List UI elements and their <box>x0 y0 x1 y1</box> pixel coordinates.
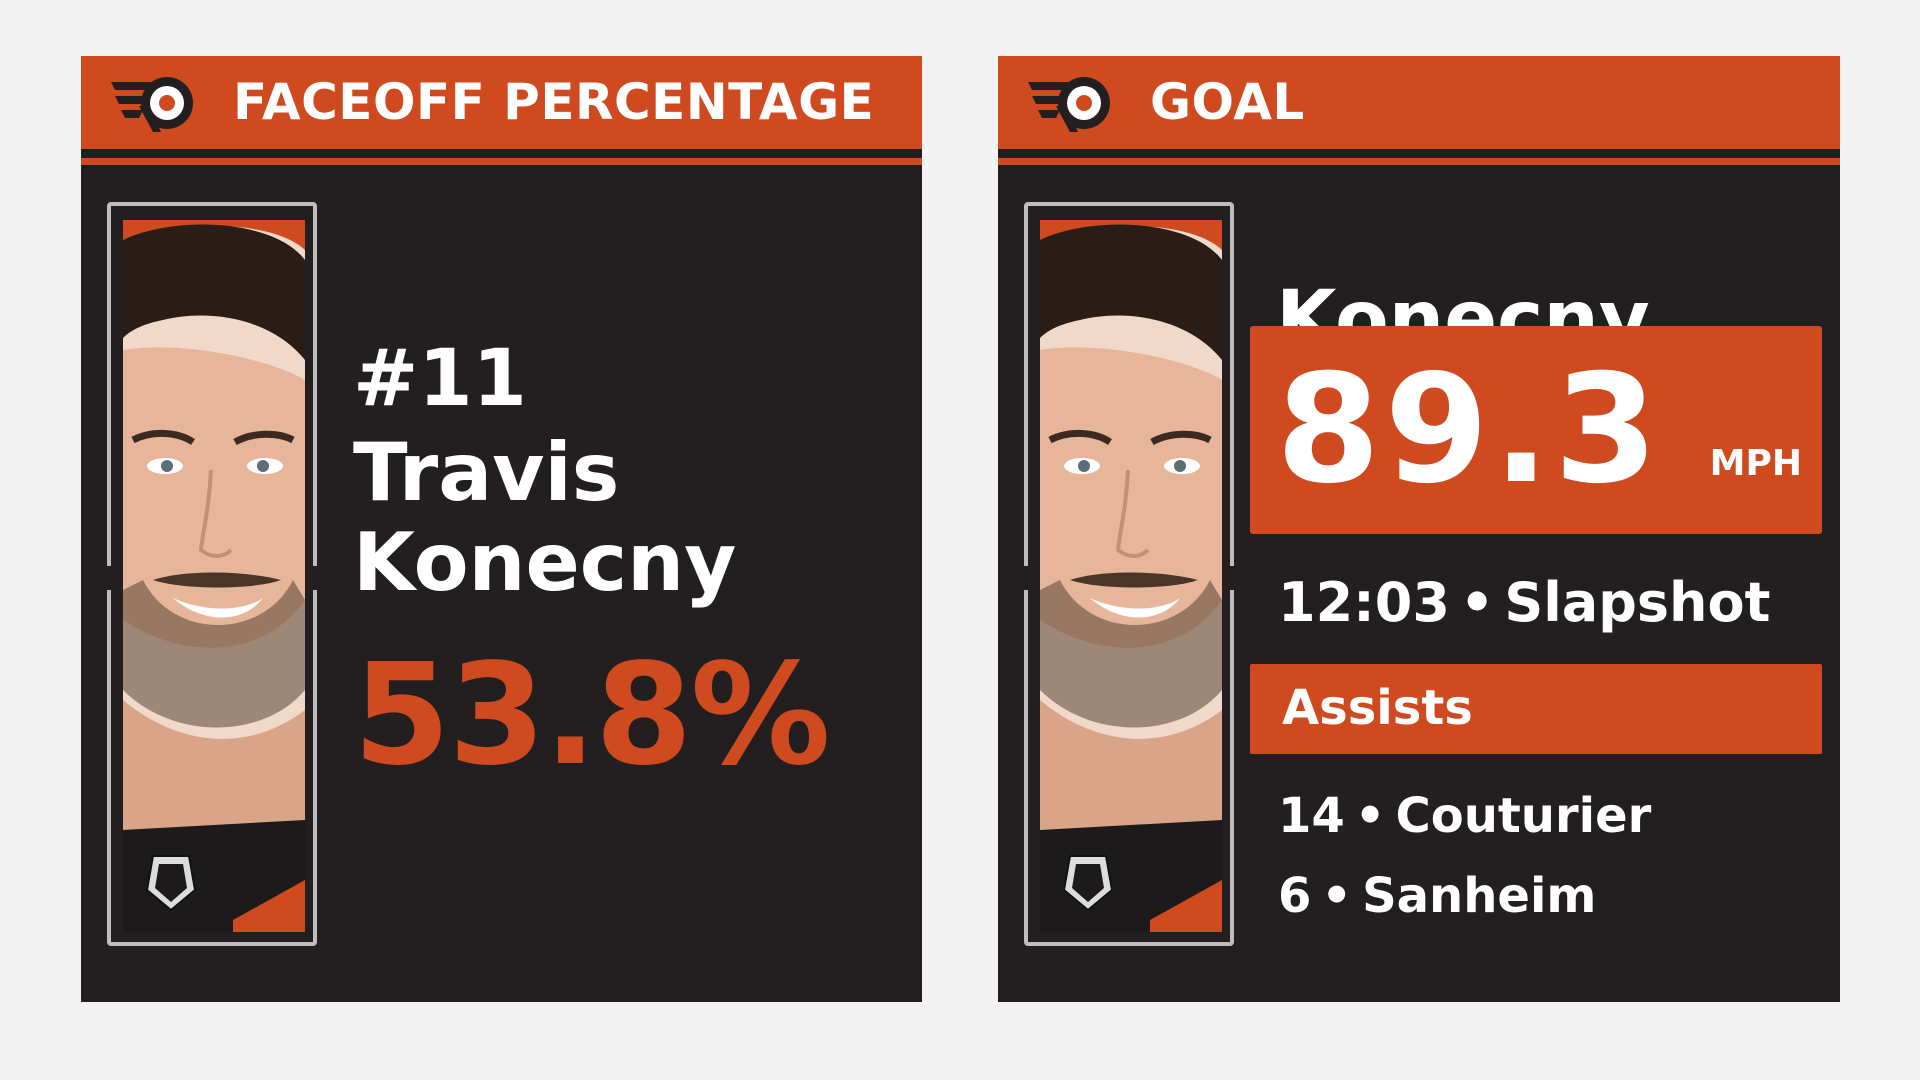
flyers-logo-icon <box>109 72 195 134</box>
assist-item: 6 • Sanheim <box>1278 866 1596 926</box>
assist-number: 14 <box>1278 788 1345 844</box>
card-header: GOAL <box>998 56 1840 149</box>
player-first-name: Travis <box>353 426 620 519</box>
card-title: FACEOFF PERCENTAGE <box>233 73 875 131</box>
goal-time-and-type: 12:03 • Slapshot <box>1278 570 1770 636</box>
header-accent-line <box>998 158 1840 165</box>
assist-name: Sanheim <box>1362 868 1597 924</box>
assist-number: 6 <box>1278 868 1312 924</box>
card-title: GOAL <box>1150 73 1305 131</box>
assist-name: Couturier <box>1395 788 1652 844</box>
goal-time: 12:03 <box>1278 571 1450 634</box>
faceoff-card: FACEOFF PERCENTAGE #11 Travis Konecny 53… <box>81 56 922 1002</box>
player-number: #11 <box>353 334 527 424</box>
separator-dot: • <box>1321 868 1353 924</box>
faceoff-percentage: 53.8% <box>353 634 831 797</box>
shot-speed-value: 89.3 <box>1276 343 1663 517</box>
assist-item: 14 • Couturier <box>1278 786 1651 846</box>
header-divider <box>998 149 1840 158</box>
header-divider <box>81 149 922 158</box>
goal-card: GOAL Konecny 89.3 MPH 12:03 • Slapshot Ass… <box>998 56 1840 1002</box>
player-last-name: Konecny <box>353 516 737 609</box>
shot-speed-unit: MPH <box>1709 443 1802 484</box>
player-photo-frame <box>104 202 320 946</box>
card-header: FACEOFF PERCENTAGE <box>81 56 922 149</box>
shot-type: Slapshot <box>1504 571 1771 634</box>
shot-speed-box: 89.3 MPH <box>1250 326 1822 534</box>
player-headshot <box>123 220 305 932</box>
header-accent-line <box>81 158 922 165</box>
player-headshot <box>1040 220 1222 932</box>
assists-header: Assists <box>1250 664 1822 754</box>
player-photo-frame <box>1021 202 1237 946</box>
assists-label: Assists <box>1282 680 1473 736</box>
separator-dot: • <box>1459 571 1495 634</box>
separator-dot: • <box>1354 788 1386 844</box>
flyers-logo-icon <box>1026 72 1112 134</box>
